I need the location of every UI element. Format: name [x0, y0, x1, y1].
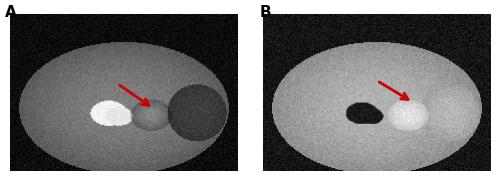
- Text: B: B: [260, 5, 272, 20]
- Text: A: A: [5, 5, 17, 20]
